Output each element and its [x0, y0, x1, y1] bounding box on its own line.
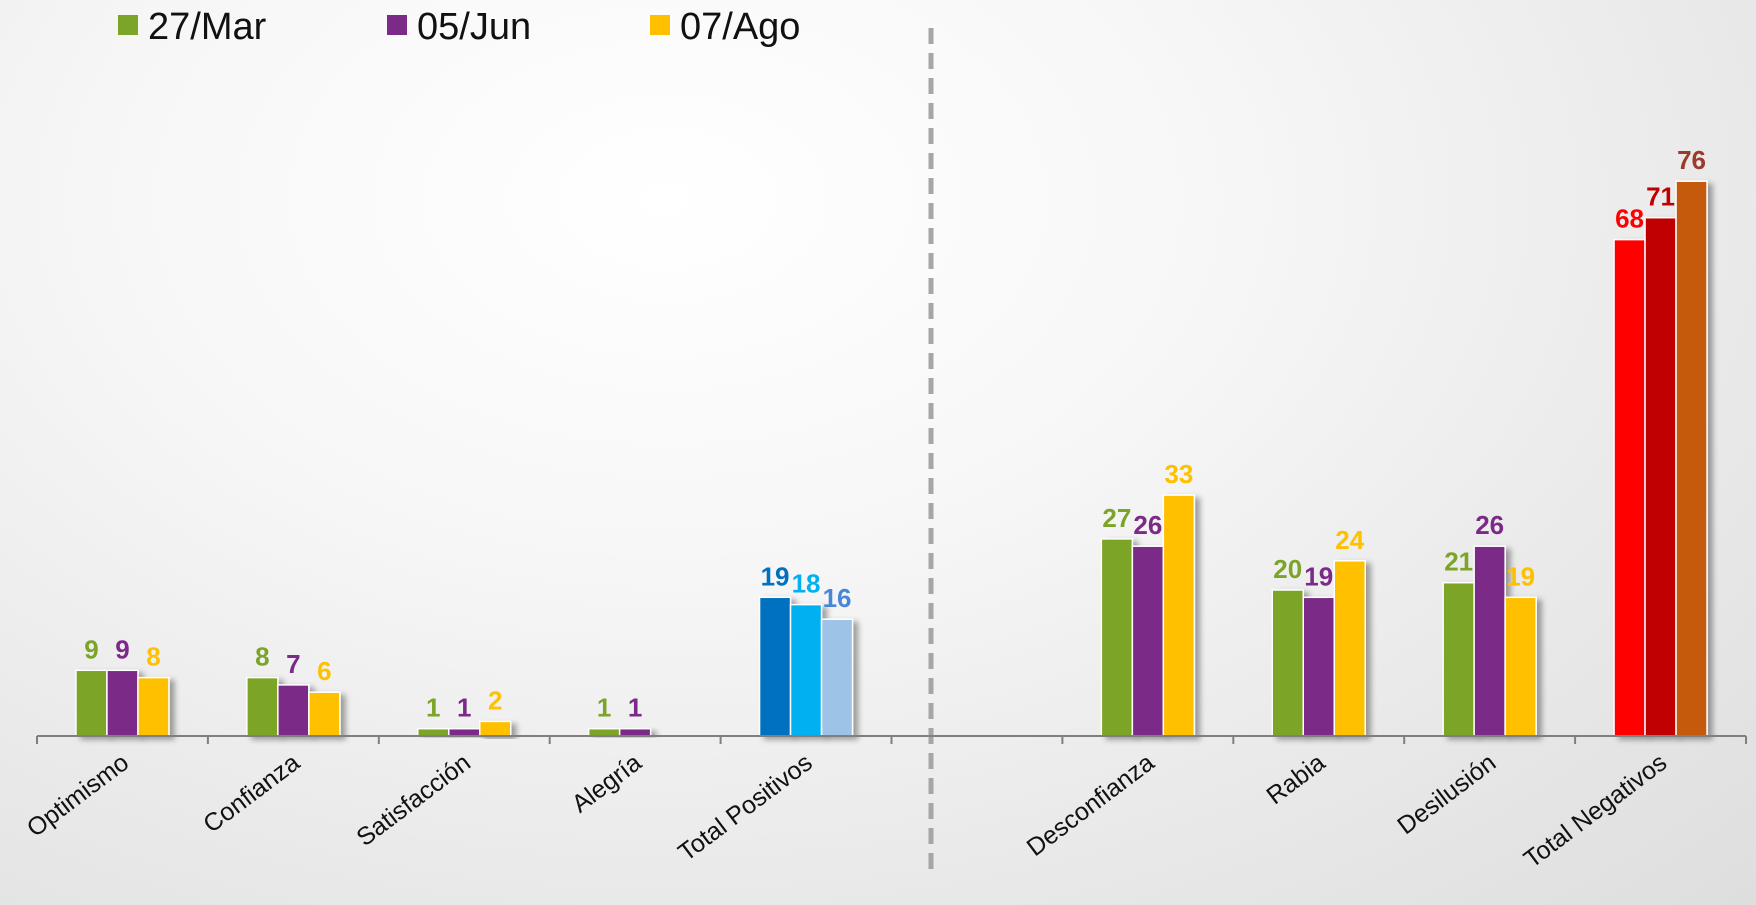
data-label-desconfianza-27-mar: 27 — [1102, 503, 1131, 533]
legend-swatch-07-ago — [650, 15, 670, 35]
data-label-desilusion-27-mar: 21 — [1444, 547, 1473, 577]
data-label-rabia-05-jun: 19 — [1304, 561, 1333, 591]
bar-rabia-05-jun — [1302, 596, 1335, 737]
x-tick-label-desilusion: Desilusión — [1392, 748, 1501, 840]
data-label-total-negativos-27-mar: 68 — [1615, 204, 1644, 234]
bar-satisfaccion-05-jun — [448, 727, 481, 737]
data-label-confianza-27-mar: 8 — [255, 642, 269, 672]
data-label-satisfaccion-27-mar: 1 — [426, 693, 440, 723]
x-tick-label-satisfaccion: Satisfacción — [351, 748, 476, 851]
data-label-alegria-05-jun: 1 — [628, 693, 642, 723]
data-label-total-positivos-27-mar: 19 — [761, 561, 790, 591]
x-tick-label-total-positivos: Total Positivos — [673, 748, 817, 867]
x-tick-label-rabia: Rabia — [1261, 748, 1330, 810]
bar-confianza-27-mar — [246, 676, 279, 737]
data-label-alegria-27-mar: 1 — [597, 693, 611, 723]
data-label-confianza-05-jun: 7 — [286, 649, 300, 679]
x-tick-label-total-negativos: Total Negativos — [1519, 748, 1672, 873]
bar-total-negativos-05-jun — [1644, 216, 1677, 737]
bar-total-positivos-05-jun — [789, 603, 823, 737]
data-label-desilusion-05-jun: 26 — [1475, 510, 1504, 540]
data-label-optimismo-07-ago: 8 — [146, 642, 160, 672]
legend-label-27-mar: 27/Mar — [148, 6, 267, 48]
bar-optimismo-27-mar — [75, 669, 108, 737]
bar-total-positivos-27-mar — [758, 596, 792, 737]
data-label-total-positivos-05-jun: 18 — [792, 569, 821, 599]
x-axis: Optimismo Confianza Satisfacción Alegría Tot… — [22, 735, 1747, 874]
bar-total-positivos-07-ago — [820, 618, 854, 737]
bar-confianza-07-ago — [308, 691, 341, 737]
legend-swatch-27-mar — [118, 15, 138, 35]
data-label-desconfianza-05-jun: 26 — [1133, 510, 1162, 540]
x-tick-label-alegria: Alegría — [567, 748, 647, 818]
data-label-satisfaccion-05-jun: 1 — [457, 693, 471, 723]
data-label-satisfaccion-07-ago: 2 — [488, 685, 502, 715]
bar-desilusion-05-jun — [1473, 545, 1506, 737]
bar-satisfaccion-07-ago — [479, 720, 512, 737]
bar-alegria-05-jun — [618, 727, 652, 737]
data-label-desilusion-07-ago: 19 — [1506, 561, 1535, 591]
bar-desilusion-27-mar — [1442, 581, 1475, 737]
data-label-desconfianza-07-ago: 33 — [1164, 459, 1193, 489]
x-tick-label-confianza: Confianza — [198, 748, 305, 838]
bar-desconfianza-05-jun — [1131, 545, 1165, 737]
bar-total-negativos-07-ago — [1675, 180, 1708, 737]
bar-total-negativos-27-mar — [1613, 238, 1646, 737]
bar-desilusion-07-ago — [1504, 596, 1537, 737]
bar-rabia-27-mar — [1271, 589, 1304, 737]
data-label-total-negativos-07-ago: 76 — [1677, 145, 1706, 175]
bar-confianza-05-jun — [277, 684, 310, 737]
data-label-optimismo-05-jun: 9 — [115, 634, 129, 664]
data-label-rabia-27-mar: 20 — [1273, 554, 1302, 584]
data-label-optimismo-27-mar: 9 — [84, 634, 98, 664]
bars-layer — [75, 180, 1708, 737]
bar-desconfianza-07-ago — [1162, 494, 1196, 737]
legend-label-07-ago: 07/Ago — [680, 6, 800, 48]
x-tick-label-desconfianza: Desconfianza — [1022, 748, 1160, 862]
bar-desconfianza-27-mar — [1100, 538, 1134, 737]
bar-optimismo-07-ago — [137, 676, 170, 737]
bar-rabia-07-ago — [1333, 560, 1366, 737]
data-label-rabia-07-ago: 24 — [1335, 525, 1364, 555]
bar-optimismo-05-jun — [106, 669, 139, 737]
data-label-total-positivos-07-ago: 16 — [823, 583, 852, 613]
legend: 27/Mar 05/Jun 07/Ago — [118, 6, 800, 48]
data-label-confianza-07-ago: 6 — [317, 656, 331, 686]
data-label-total-negativos-05-jun: 71 — [1646, 182, 1675, 212]
x-tick-label-optimismo: Optimismo — [22, 748, 134, 842]
bar-satisfaccion-27-mar — [417, 727, 450, 737]
legend-label-05-jun: 05/Jun — [417, 6, 531, 48]
legend-swatch-05-jun — [387, 15, 407, 35]
bar-alegria-27-mar — [587, 727, 621, 737]
